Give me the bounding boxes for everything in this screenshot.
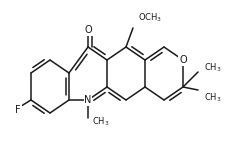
Text: O: O — [84, 25, 92, 35]
Text: F: F — [15, 105, 21, 115]
Text: O: O — [179, 55, 187, 65]
Text: CH$_3$: CH$_3$ — [204, 62, 222, 74]
Text: OCH$_3$: OCH$_3$ — [138, 12, 162, 24]
Text: CH$_3$: CH$_3$ — [92, 116, 110, 128]
Text: CH$_3$: CH$_3$ — [204, 92, 222, 104]
Text: N: N — [84, 95, 92, 105]
